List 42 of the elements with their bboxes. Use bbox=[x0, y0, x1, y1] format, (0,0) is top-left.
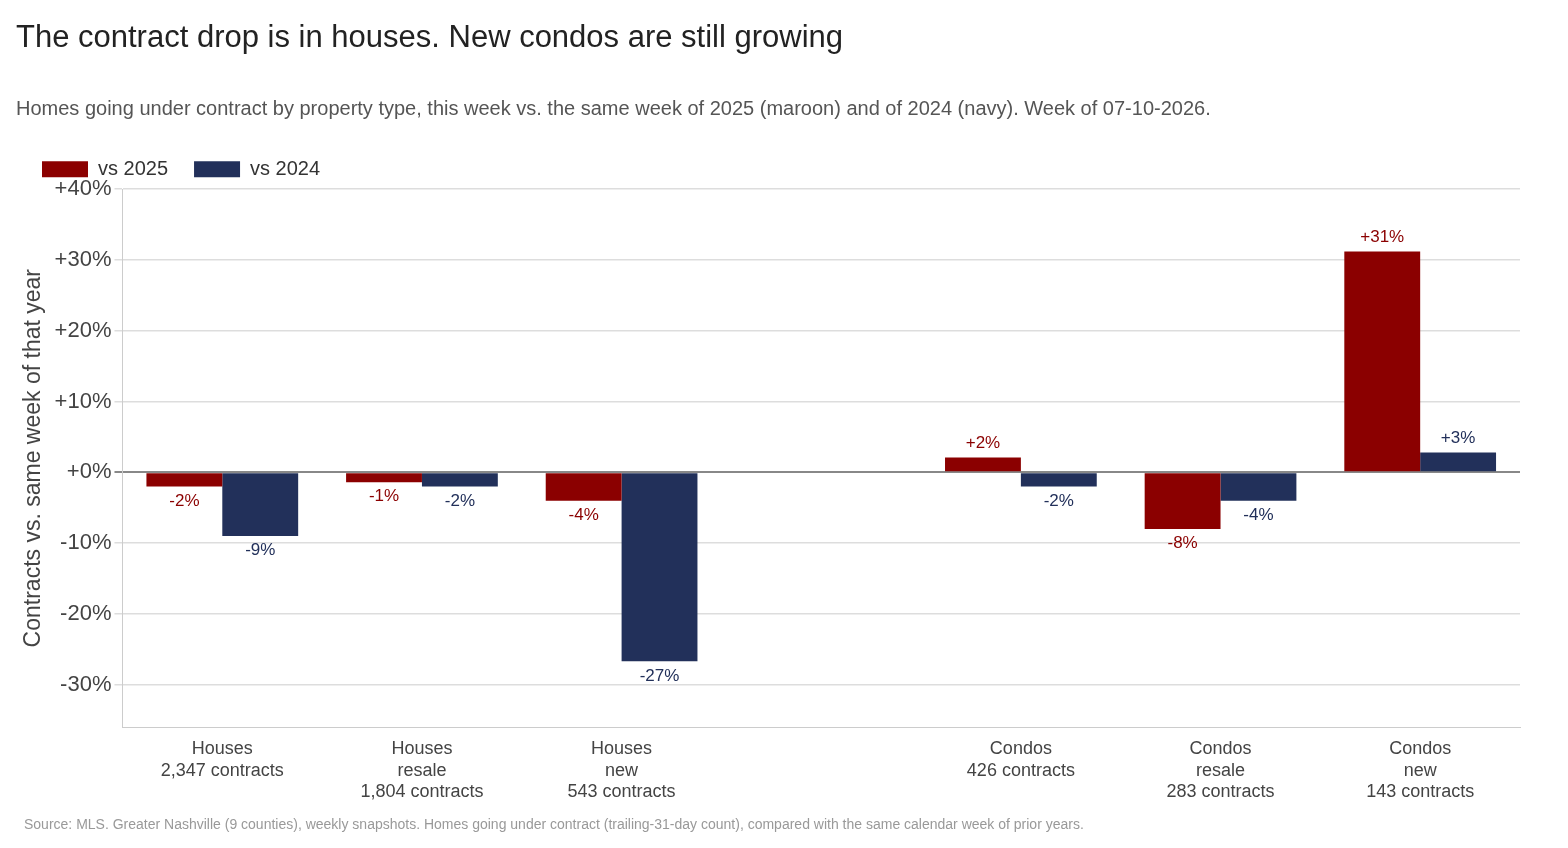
bar bbox=[146, 473, 223, 487]
y-tick-label: +30% bbox=[54, 246, 112, 272]
source-note: Source: MLS. Greater Nashville (9 counties), weekly snapshots. Homes going under contract (trailing-31-day count), compared with the same calendar week of prior years. bbox=[24, 815, 1084, 832]
bar bbox=[222, 473, 299, 537]
y-tick-label: +0% bbox=[66, 458, 112, 484]
y-tick-label: -30% bbox=[60, 670, 112, 696]
x-tick-label: Condos 426 contracts bbox=[966, 737, 1075, 780]
legend-label: vs 2024 bbox=[250, 156, 321, 179]
data-label: -9% bbox=[245, 540, 276, 560]
x-tick-label: Houses 2,347 contracts bbox=[160, 737, 284, 780]
data-label: -27% bbox=[639, 665, 680, 685]
bar bbox=[1420, 452, 1497, 472]
bar bbox=[545, 473, 622, 501]
bar bbox=[1020, 473, 1097, 487]
bar bbox=[1220, 473, 1297, 501]
data-label: -1% bbox=[368, 486, 400, 506]
data-label: -2% bbox=[169, 490, 200, 510]
data-label: -4% bbox=[1243, 504, 1274, 524]
y-tick-label: +10% bbox=[54, 387, 112, 413]
bar bbox=[346, 473, 422, 483]
data-label: -2% bbox=[444, 490, 475, 510]
y-axis-title: Contracts vs. same week of that year bbox=[19, 268, 46, 648]
bar bbox=[1344, 251, 1421, 472]
data-label: -4% bbox=[568, 504, 599, 524]
y-tick-label: -20% bbox=[60, 600, 112, 625]
bar bbox=[1144, 473, 1221, 529]
y-tick-label: -10% bbox=[60, 529, 112, 555]
data-label: +2% bbox=[965, 432, 1001, 452]
x-tick-label: Houses resale 1,804 contracts bbox=[360, 737, 484, 802]
x-tick-label: Condos resale 283 contracts bbox=[1166, 737, 1275, 802]
y-tick-label: +20% bbox=[54, 316, 112, 342]
bar bbox=[945, 457, 1021, 472]
chart-subtitle: Homes going under contract by property type, this week vs. the same week of 2025 (maroon) and of 2024 (navy). Week of 07-10-2026. bbox=[16, 96, 1211, 119]
chart-title: The contract drop is in houses. New condos are still growing bbox=[16, 19, 844, 55]
x-tick-label: Houses new 543 contracts bbox=[567, 737, 676, 802]
x-tick-label: Condos new 143 contracts bbox=[1366, 737, 1475, 802]
bar bbox=[621, 473, 698, 662]
data-label: -2% bbox=[1043, 490, 1074, 510]
data-label: +31% bbox=[1360, 226, 1405, 246]
bar bbox=[421, 473, 498, 487]
data-label: +3% bbox=[1440, 427, 1476, 447]
data-label: -8% bbox=[1167, 533, 1198, 553]
